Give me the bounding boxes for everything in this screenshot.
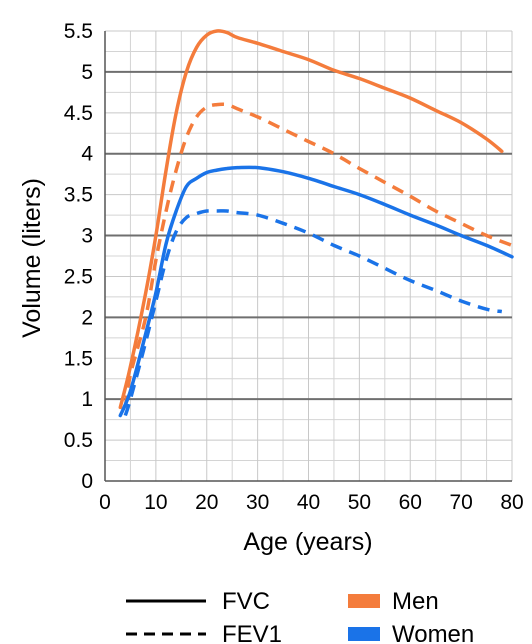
x-tick-label: 0 <box>99 491 111 514</box>
x-tick-label: 50 <box>348 491 371 514</box>
y-tick-label: 1.5 <box>64 347 93 370</box>
x-tick-label: 80 <box>500 491 523 514</box>
y-tick-label: 5.5 <box>64 20 93 43</box>
series-line-men-fvc <box>118 29 504 410</box>
y-axis-title: Volume (liters) <box>18 178 46 338</box>
legend-women-label: Women <box>392 621 474 644</box>
series-line-women-fev1 <box>123 209 503 417</box>
y-tick-label: 3.5 <box>64 184 93 207</box>
tick-labels: 0 0.5 1 1.5 2 2.5 3 3.5 4 4.5 5 5.5 0 10 20 30 40 50 60 70 8… <box>64 20 524 514</box>
series-line-men-fev1 <box>123 102 513 408</box>
legend: FVC FEV1 Men Women <box>126 588 474 644</box>
x-tick-label: 10 <box>144 491 167 514</box>
y-tick-label: 4 <box>81 143 93 166</box>
x-tick-label: 20 <box>195 491 218 514</box>
legend-fvc-label: FVC <box>222 588 270 615</box>
x-axis-title: Age (years) <box>243 528 372 556</box>
y-tick-label: 0 <box>81 470 93 493</box>
y-tick-label: 2 <box>81 306 93 329</box>
legend-men-label: Men <box>392 588 439 615</box>
legend-men-swatch <box>348 594 380 608</box>
series-lines <box>118 29 514 418</box>
y-tick-label: 2.5 <box>64 265 93 288</box>
y-tick-label: 4.5 <box>64 102 93 125</box>
y-tick-label: 0.5 <box>64 429 93 452</box>
legend-fev1-label: FEV1 <box>222 621 282 644</box>
x-tick-label: 30 <box>246 491 269 514</box>
y-tick-label: 3 <box>81 225 93 248</box>
x-tick-label: 40 <box>297 491 320 514</box>
axis-titles: Age (years) Volume (liters) <box>18 178 373 556</box>
legend-women-swatch <box>348 627 380 641</box>
y-tick-label: 1 <box>81 388 93 411</box>
x-tick-label: 70 <box>449 491 472 514</box>
x-tick-label: 60 <box>399 491 422 514</box>
series-line-women-fvc <box>118 165 514 418</box>
grid <box>104 30 513 482</box>
y-tick-label: 5 <box>81 61 93 84</box>
